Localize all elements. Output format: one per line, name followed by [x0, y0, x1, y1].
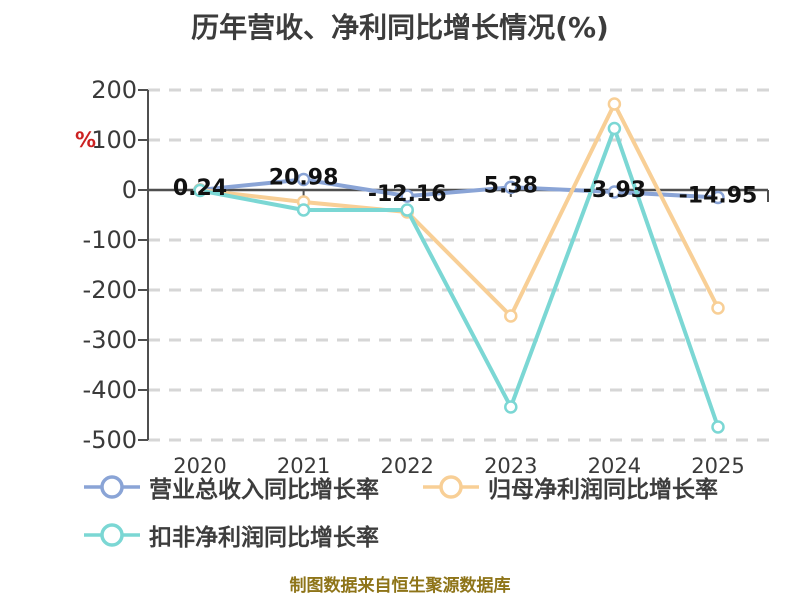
legend-marker-icon — [84, 523, 140, 547]
chart-title: 历年营收、净利同比增长情况(%) — [191, 11, 609, 44]
series-line — [198, 126, 720, 429]
legend-label: 归母净利润同比增长率 — [488, 477, 718, 503]
data-point-label: 20.98 — [269, 166, 339, 191]
data-point — [504, 180, 518, 195]
data-point-label: 5.38 — [484, 173, 538, 198]
y-tick-label: 100 — [91, 126, 137, 154]
data-point — [400, 189, 414, 203]
series-lines — [193, 97, 725, 434]
data-point — [504, 309, 518, 323]
data-point — [296, 172, 311, 187]
data-labels: 0.24 20.98 -12.16 5.38 -3.93 -14.95 — [173, 166, 758, 209]
data-point — [504, 400, 518, 414]
x-tick-label: 2025 — [691, 454, 744, 478]
data-point — [607, 121, 622, 136]
x-tick-label: 2023 — [484, 454, 537, 478]
y-tick-label: -500 — [83, 426, 137, 454]
data-point-label: 0.24 — [173, 176, 227, 201]
y-tick-label: 0 — [122, 176, 137, 204]
x-tick-label: 2024 — [588, 454, 641, 478]
data-point — [711, 190, 725, 205]
series-line — [198, 177, 720, 200]
data-point — [193, 183, 207, 198]
data-point — [711, 301, 725, 315]
y-tick-label: -200 — [83, 276, 137, 304]
x-tick-label: 2020 — [173, 454, 226, 478]
data-point-label: -14.95 — [679, 183, 758, 208]
legend-item: 归母净利润同比增长率 — [423, 470, 718, 504]
legend-label: 营业总收入同比增长率 — [149, 477, 379, 503]
legend-marker-icon — [84, 475, 140, 499]
axes: 200 100 0 -100 -200 -300 -400 -500 2020 2021 2022 2… — [75, 76, 769, 478]
data-point — [400, 203, 414, 217]
data-point — [296, 203, 311, 217]
legend-marker-icon — [423, 475, 479, 499]
legend-label: 扣非净利润同比增长率 — [149, 525, 379, 551]
data-point-label: -3.93 — [583, 178, 646, 203]
x-tick-label: 2022 — [380, 454, 433, 478]
source-note: 制图数据来自恒生聚源数据库 — [289, 576, 511, 596]
x-tick-label: 2021 — [277, 454, 330, 478]
data-point — [607, 97, 622, 111]
y-tick-label: -400 — [83, 376, 137, 404]
legend-item: 扣非净利润同比增长率 — [84, 518, 379, 552]
data-point — [607, 185, 622, 199]
y-tick-label: -300 — [83, 326, 137, 354]
data-point — [711, 420, 725, 434]
chart-legend: 营业总收入同比增长率 归母净利润同比增长率扣非净利润同比增长率 — [84, 470, 774, 552]
y-tick-label: 200 — [91, 76, 137, 104]
data-point-label: -12.16 — [368, 182, 447, 207]
legend-item: 营业总收入同比增长率 — [84, 470, 379, 504]
y-axis-unit-label: % — [75, 128, 96, 152]
y-tick-label: -100 — [83, 226, 137, 254]
series-line — [198, 102, 720, 318]
